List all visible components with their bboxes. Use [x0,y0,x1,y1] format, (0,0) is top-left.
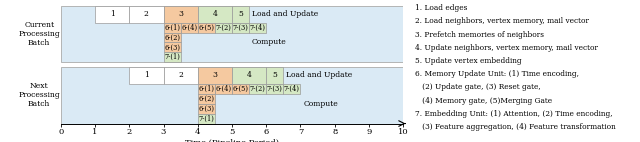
Bar [164,52,180,62]
Bar [249,23,266,33]
Text: 7-(1): 7-(1) [164,53,180,61]
Text: 6-(5): 6-(5) [232,85,248,93]
Bar [164,67,198,84]
Bar [266,84,284,94]
Text: 6-(2): 6-(2) [164,34,180,41]
Text: 2. Load neighbors, vertex memory, mail vector: 2. Load neighbors, vertex memory, mail v… [415,17,589,25]
Bar [215,84,232,94]
Bar [232,84,249,94]
Bar [95,6,129,23]
Text: (3) Feature aggregation, (4) Feature transformation: (3) Feature aggregation, (4) Feature tra… [415,123,616,131]
Text: 7-(3): 7-(3) [232,24,248,32]
Bar [284,84,301,94]
Bar [198,84,215,94]
Text: 4. Update neighbors, vertex memory, mail vector: 4. Update neighbors, vertex memory, mail… [415,44,598,52]
Text: 7-(4): 7-(4) [284,85,300,93]
Text: 3: 3 [212,71,218,80]
Text: 3. Prefetch memories of neighbors: 3. Prefetch memories of neighbors [415,31,544,39]
Text: 6-(3): 6-(3) [164,43,180,51]
Bar [164,23,180,33]
Bar [198,94,215,104]
Text: 1: 1 [144,71,149,80]
Bar [61,67,403,124]
Bar [164,33,180,42]
Text: (2) Update gate, (3) Reset gate,: (2) Update gate, (3) Reset gate, [415,83,541,91]
X-axis label: Time (Pipeline Period): Time (Pipeline Period) [185,139,279,142]
Text: 4: 4 [246,71,252,80]
Text: 7-(2): 7-(2) [250,85,266,93]
Text: Compute: Compute [252,38,287,46]
Text: 7-(2): 7-(2) [216,24,232,32]
Text: 2: 2 [144,10,149,18]
Bar [215,23,232,33]
Text: 7-(1): 7-(1) [198,115,214,123]
Bar [198,104,215,114]
Text: 6-(1): 6-(1) [198,85,214,93]
Bar [180,23,198,33]
Text: Compute: Compute [303,100,338,108]
Text: Load and Update: Load and Update [286,71,353,80]
Text: 6-(1): 6-(1) [164,24,180,32]
Text: 7-(4): 7-(4) [250,24,266,32]
Text: 6-(3): 6-(3) [198,105,214,113]
Bar [232,23,249,33]
Text: 6. Memory Update Unit: (1) Time encoding,: 6. Memory Update Unit: (1) Time encoding… [415,70,579,78]
Text: 5: 5 [273,71,277,80]
Bar [249,84,266,94]
Text: 5: 5 [238,10,243,18]
Text: Current
Processing
Batch: Current Processing Batch [19,21,60,47]
Bar [129,67,164,84]
Bar [164,42,180,52]
Text: Load and Update: Load and Update [252,10,318,18]
Bar [198,23,215,33]
Text: (4) Memory gate, (5)Merging Gate: (4) Memory gate, (5)Merging Gate [415,97,552,105]
Text: 2: 2 [178,71,183,80]
Text: 3: 3 [178,10,183,18]
Bar [266,67,284,84]
Text: 1: 1 [109,10,115,18]
Bar [164,6,198,23]
Text: 4: 4 [212,10,218,18]
Bar [129,6,164,23]
Bar [232,6,249,23]
Text: 6-(4): 6-(4) [216,85,232,93]
Bar [232,67,266,84]
Text: 5. Update vertex embedding: 5. Update vertex embedding [415,57,522,65]
Bar [198,6,232,23]
Text: Next
Processing
Batch: Next Processing Batch [19,82,60,108]
Text: 1. Load edges: 1. Load edges [415,4,467,12]
Text: 6-(2): 6-(2) [198,95,214,103]
Text: 6-(5): 6-(5) [198,24,214,32]
Bar [61,6,403,62]
Bar [198,114,215,124]
Text: 6-(4): 6-(4) [181,24,197,32]
Text: 7-(3): 7-(3) [267,85,283,93]
Text: 7. Embedding Unit: (1) Attention, (2) Time encoding,: 7. Embedding Unit: (1) Attention, (2) Ti… [415,110,612,118]
Bar [198,67,232,84]
